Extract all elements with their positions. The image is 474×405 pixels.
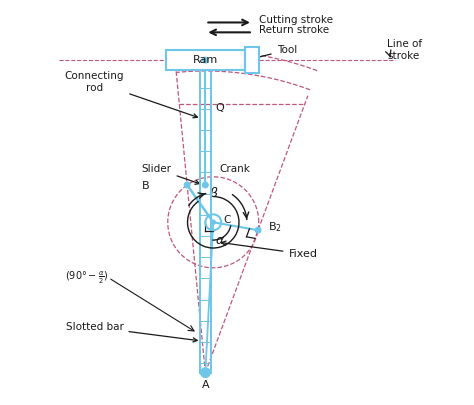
Text: $\alpha$: $\alpha$ (215, 234, 225, 247)
Text: Ram: Ram (193, 55, 218, 65)
FancyBboxPatch shape (166, 50, 245, 70)
Text: Fixed: Fixed (221, 241, 318, 259)
Text: A: A (201, 380, 209, 390)
Text: Slotted bar: Slotted bar (65, 322, 197, 342)
Text: B: B (142, 181, 150, 191)
Text: $(90°-\frac{\alpha}{2})$: $(90°-\frac{\alpha}{2})$ (65, 269, 109, 286)
Text: Q: Q (215, 104, 224, 113)
Circle shape (201, 368, 210, 377)
Circle shape (202, 182, 208, 188)
Text: Tool: Tool (251, 45, 297, 60)
Text: $\beta$: $\beta$ (210, 185, 219, 202)
Text: C: C (223, 215, 230, 225)
Circle shape (255, 228, 261, 233)
Text: Line of
stroke: Line of stroke (387, 39, 422, 61)
FancyBboxPatch shape (245, 47, 259, 73)
Text: Return stroke: Return stroke (259, 26, 329, 35)
Text: B$_2$: B$_2$ (268, 220, 282, 234)
Text: Crank: Crank (219, 164, 250, 174)
Text: Slider: Slider (142, 164, 200, 184)
Circle shape (184, 182, 190, 188)
Text: Cutting stroke: Cutting stroke (259, 15, 333, 26)
Circle shape (202, 57, 208, 63)
Circle shape (211, 220, 215, 224)
Text: Connecting
rod: Connecting rod (65, 71, 198, 118)
